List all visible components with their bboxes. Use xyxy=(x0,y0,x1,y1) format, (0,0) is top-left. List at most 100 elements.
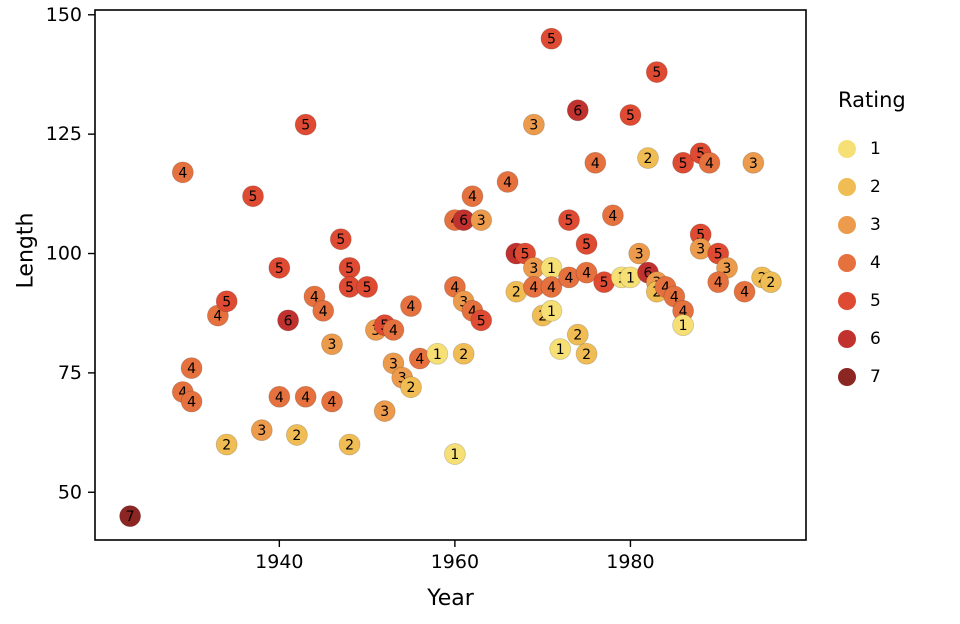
data-point xyxy=(426,342,449,365)
data-point xyxy=(566,323,589,346)
data-point xyxy=(338,433,361,456)
data-point xyxy=(250,419,273,442)
legend-entry: 2 xyxy=(838,168,958,206)
data-point xyxy=(215,433,238,456)
data-point-label: 5 xyxy=(336,232,345,248)
data-point-label: 1 xyxy=(547,304,556,320)
data-point-label: 5 xyxy=(345,280,354,296)
data-point-label: 3 xyxy=(459,294,468,310)
x-tick-label: 1940 xyxy=(255,551,303,573)
data-point xyxy=(672,314,695,337)
data-point-label: 2 xyxy=(644,151,653,167)
data-point-label: 4 xyxy=(301,390,310,406)
legend-entry: 4 xyxy=(838,244,958,282)
data-point xyxy=(452,342,475,365)
data-point-label: 5 xyxy=(301,118,310,134)
data-point-label: 4 xyxy=(565,270,574,286)
data-point xyxy=(171,161,194,184)
data-point-label: 5 xyxy=(679,156,688,172)
data-point-label: 3 xyxy=(371,323,380,339)
data-point xyxy=(619,104,642,126)
data-point-label: 3 xyxy=(635,247,644,263)
data-point-label: 4 xyxy=(468,189,477,205)
data-point-label: 1 xyxy=(679,318,688,334)
data-point xyxy=(294,385,317,408)
data-point xyxy=(575,261,598,284)
data-point-label: 2 xyxy=(292,428,301,444)
data-point-label: 4 xyxy=(407,299,416,315)
data-point xyxy=(382,319,405,341)
legend-title: Rating xyxy=(838,88,906,112)
data-point xyxy=(285,424,308,446)
legend-dot-icon xyxy=(838,254,856,272)
data-point-label: 4 xyxy=(740,285,749,301)
data-point-label: 3 xyxy=(477,213,486,229)
data-point-label: 5 xyxy=(477,313,486,329)
data-point-label: 4 xyxy=(582,266,591,282)
data-point-label: 4 xyxy=(213,309,222,325)
data-point xyxy=(180,390,203,413)
data-point xyxy=(373,400,396,422)
data-point xyxy=(566,99,589,122)
data-point-label: 5 xyxy=(565,213,574,229)
data-point xyxy=(215,290,238,313)
y-tick-label: 100 xyxy=(46,243,82,265)
data-point xyxy=(443,443,466,465)
data-point-label: 5 xyxy=(714,247,723,263)
data-point-label: 2 xyxy=(538,309,547,325)
legend-dot-icon xyxy=(838,368,856,386)
data-point-label: 4 xyxy=(714,275,723,291)
y-tick-label: 75 xyxy=(58,362,82,384)
data-point-label: 4 xyxy=(328,395,337,411)
data-point-label: 3 xyxy=(328,337,337,353)
data-point-label: 5 xyxy=(696,146,705,162)
data-point xyxy=(180,357,203,380)
data-point-label: 4 xyxy=(319,304,328,320)
data-point xyxy=(601,204,624,227)
data-point-label: 4 xyxy=(705,156,714,172)
data-point-label: 3 xyxy=(696,242,705,258)
data-point-label: 4 xyxy=(608,208,617,224)
data-point xyxy=(400,376,422,399)
data-point-label: 7 xyxy=(126,509,135,525)
data-point-label: 4 xyxy=(468,304,477,320)
data-point-label: 4 xyxy=(187,361,196,377)
data-point-label: 1 xyxy=(450,447,459,463)
data-point xyxy=(672,151,695,174)
data-point xyxy=(540,276,563,298)
data-point-label: 4 xyxy=(187,395,196,411)
legend-entry: 3 xyxy=(838,206,958,244)
data-point-label: 3 xyxy=(529,118,538,134)
data-point-label: 3 xyxy=(398,371,407,387)
data-point xyxy=(742,151,765,174)
data-point-label: 2 xyxy=(652,285,661,301)
legend-dot-icon xyxy=(838,140,856,158)
data-point-label: 5 xyxy=(626,108,635,124)
legend-entry-label: 6 xyxy=(870,329,881,349)
data-point-label: 6 xyxy=(573,103,582,119)
data-point xyxy=(277,309,300,332)
data-point xyxy=(575,342,598,365)
data-point-label: 4 xyxy=(178,165,187,181)
data-point xyxy=(321,390,343,413)
data-point xyxy=(540,27,563,50)
legend: Rating 1 2 3 4 5 6 7 xyxy=(838,88,958,396)
data-point-label: 4 xyxy=(450,280,459,296)
data-point-label: 2 xyxy=(459,347,468,363)
data-point xyxy=(540,299,563,322)
data-point-label: 5 xyxy=(363,280,372,296)
data-point-label: 2 xyxy=(512,285,521,301)
data-point xyxy=(628,242,651,265)
y-tick-label: 150 xyxy=(46,4,82,26)
data-point-label: 3 xyxy=(257,423,266,439)
data-point xyxy=(575,233,598,255)
data-point xyxy=(759,271,782,294)
data-point xyxy=(461,185,484,208)
data-point-label: 1 xyxy=(556,342,565,358)
x-tick-label: 1980 xyxy=(606,551,654,573)
data-point-label: 2 xyxy=(582,347,591,363)
data-point xyxy=(321,333,343,356)
data-point-label: 5 xyxy=(222,294,231,310)
